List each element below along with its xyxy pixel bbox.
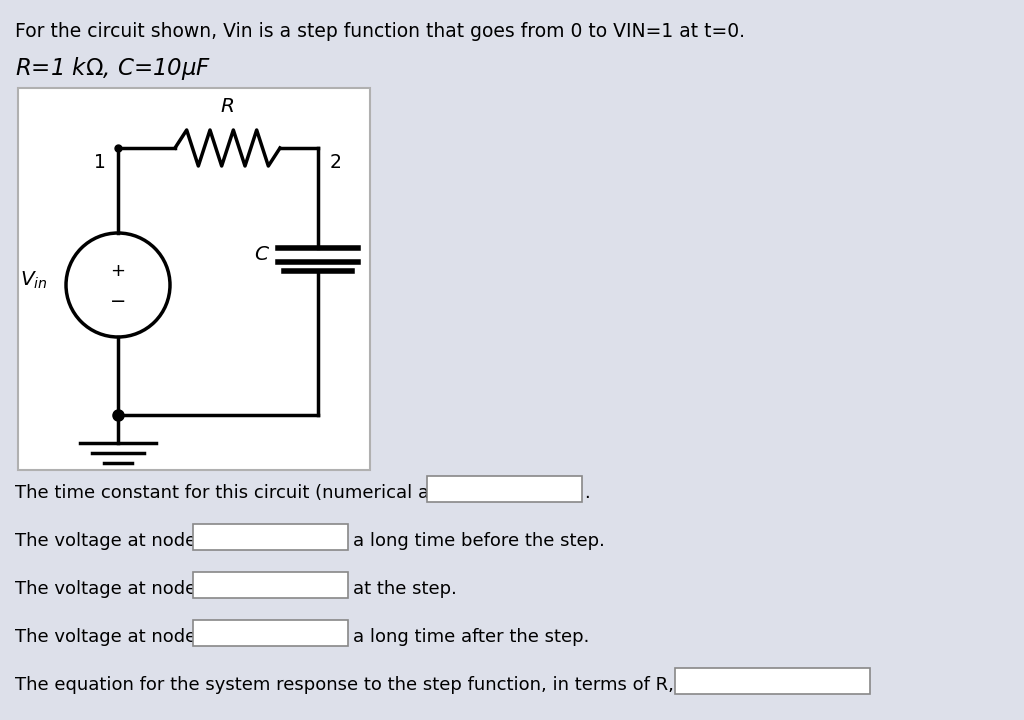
Text: a long time after the step.: a long time after the step. (353, 628, 590, 646)
Bar (194, 620, 348, 646)
Text: R: R (220, 97, 234, 116)
Text: $V_{in}$: $V_{in}$ (20, 269, 48, 291)
Text: The equation for the system response to the step function, in terms of R, C, t, : The equation for the system response to … (15, 676, 813, 694)
Text: a long time before the step.: a long time before the step. (353, 532, 605, 550)
Text: +: + (111, 262, 126, 280)
Text: 2: 2 (330, 153, 342, 172)
Bar (18, 88, 370, 470)
Text: The voltage at node 2 is: The voltage at node 2 is (15, 628, 233, 646)
Text: at the step.: at the step. (353, 580, 457, 598)
Text: The voltage at node 2 is: The voltage at node 2 is (15, 532, 233, 550)
Text: The voltage at node 2 is: The voltage at node 2 is (15, 580, 233, 598)
Bar (675, 668, 870, 694)
Text: R=1 k$\Omega$, C=10$\mu$F: R=1 k$\Omega$, C=10$\mu$F (15, 55, 211, 82)
Text: −: − (110, 292, 126, 310)
Bar (427, 476, 582, 502)
Bar (194, 524, 348, 550)
Text: C: C (254, 246, 268, 264)
Bar (194, 572, 348, 598)
Text: 1: 1 (94, 153, 105, 172)
Text: For the circuit shown, Vin is a step function that goes from 0 to VIN=1 at t=0.: For the circuit shown, Vin is a step fun… (15, 22, 745, 41)
Text: .: . (584, 484, 590, 502)
Text: The time constant for this circuit (numerical answer) is: The time constant for this circuit (nume… (15, 484, 511, 502)
